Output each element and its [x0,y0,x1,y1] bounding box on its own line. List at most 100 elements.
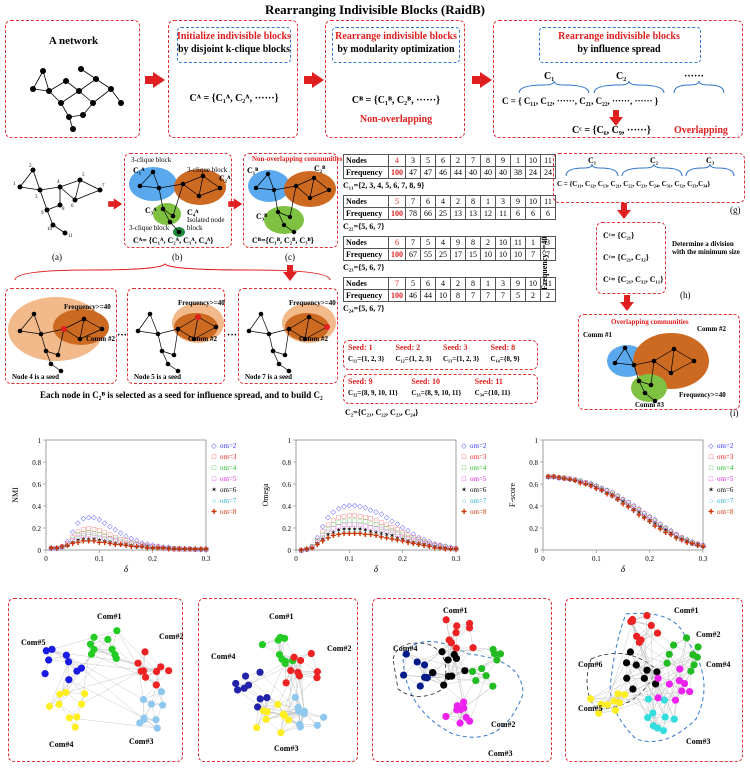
network-node [256,668,264,676]
data-point: ✚ [118,541,124,549]
panel-f-box: Frequency>=40 Comm #2 Node 7 is a seed [238,288,338,384]
data-point: □ [438,543,443,551]
panel-a-graph: 1 2 3 4 5 6 7 9 8 10 11 [13,164,105,239]
data-point: ◇ [647,512,653,520]
data-point: □ [568,475,573,483]
data-point: ○ [161,544,165,552]
data-point: □ [701,542,706,550]
network-node [669,641,678,649]
data-point: ✶ [588,482,594,490]
data-point: ✶ [437,544,443,552]
data-point: □ [433,542,438,550]
data-point: ○ [358,528,362,536]
svg-text:1: 1 [13,182,16,187]
data-point: □ [363,518,368,526]
network-node [493,656,501,664]
seed-item: Seed: 1 C₁₁={1, 2, 3} [348,343,384,363]
edge [656,646,699,673]
bottom-network-2: Com#1 Com#2 Com#3 Com#4 [211,612,351,753]
data-point: ◇ [320,522,326,530]
legend-marker: ✚ [461,508,467,516]
network-node [428,668,437,677]
data-point: □ [642,512,647,520]
data-point: ✚ [75,539,81,547]
e-caption: Node 5 is a seed [134,373,182,381]
y-axis-label: NMI [11,487,20,503]
network-node [45,702,54,710]
network-node [277,728,285,737]
y-tick-label: 0.6 [32,481,41,489]
data-point: ✚ [679,537,685,545]
data-point: ✚ [357,530,363,538]
network-node [665,650,673,658]
data-point: ◇ [107,522,113,530]
data-point: ✚ [657,526,663,534]
panel-i-box: Overlapping communities Comm #1 Comm #2 … [578,314,740,410]
data-point: □ [632,503,637,511]
seed-brace [14,263,331,281]
seed-set: C₃₃={8, 9, 10, 11} [411,389,462,397]
data-point: ◇ [572,476,578,484]
data-point: ◇ [315,533,321,541]
network-node [651,680,660,688]
freq-cell: 10 [435,289,451,302]
node-cell: 7 [388,277,406,290]
network-node [307,649,315,658]
network-node [62,688,70,696]
legend-marker: ✚ [211,508,217,516]
frequency-side: Frequency>=40 [540,236,549,290]
c-c1: C₁ᴮ [247,166,259,175]
legend-label: om=4 [470,464,487,472]
data-point: ✚ [384,534,390,542]
f-caption: Node 7 is a seed [245,373,293,381]
data-point: ✚ [673,534,679,542]
data-point: □ [653,517,658,525]
data-point: □ [315,539,320,547]
data-point: ◇ [599,484,605,492]
freq-cell: 47 [405,166,421,179]
data-point: ✚ [336,531,342,539]
data-point: □ [151,543,156,551]
b-c4: C₄ᴬ [187,208,199,217]
data-point: ◇ [155,542,161,550]
freq-cell: 7 [465,289,481,302]
network-node [153,724,161,732]
network-node [693,653,701,661]
data-point: □ [331,521,336,529]
frequency-header: Frequency [343,207,389,220]
network-node [263,708,271,716]
data-point: □ [156,544,161,552]
data-point: ◇ [91,514,97,522]
data-point: □ [199,545,204,553]
network-node [262,715,270,724]
network-node [616,699,624,707]
edge [93,649,157,672]
freq-cell: 6 [525,207,541,220]
data-point: □ [92,526,97,534]
data-point: ◇ [421,536,427,544]
network-node [281,659,289,667]
data-point: □ [557,474,562,482]
step1-formula: Cᴬ = {C₁ᴬ, C₂ᴬ, ······} [189,93,279,104]
data-point: □ [135,540,140,548]
y-axis-label: F-score [508,483,517,507]
node-cell: 8 [465,236,481,249]
data-point: □ [395,529,400,537]
network-node [136,719,144,727]
data-point: □ [124,540,129,548]
data-point: ✶ [615,495,621,503]
data-point: ✚ [588,483,594,491]
seeds-box-2: Seed: 9 C₃₂={8, 9, 10, 11} Seed: 10 C₃₃={8,… [343,374,538,404]
network-node [263,693,271,702]
data-point: ○ [305,545,309,553]
data-point: □ [124,537,129,545]
network-node [165,667,173,675]
community-label: Com#4 [706,660,730,669]
legend-marker: □ [212,453,217,461]
data-point: ✚ [304,545,310,553]
panel-e-graph [135,303,224,374]
data-point: ○ [299,547,303,555]
data-point: ✶ [203,545,209,553]
data-point: □ [454,545,459,553]
network-node [45,656,53,664]
